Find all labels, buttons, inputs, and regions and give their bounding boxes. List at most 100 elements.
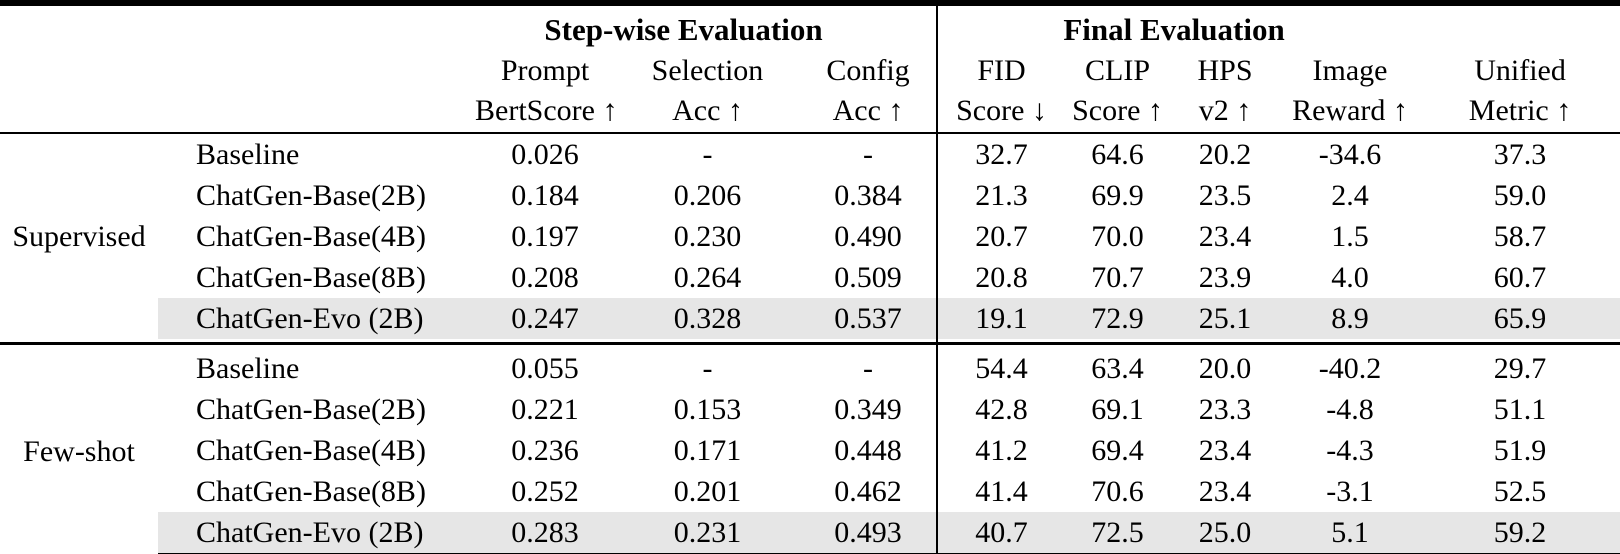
metric-value: 0.153 [673,392,742,426]
metric-value: 23.4 [1198,219,1252,253]
metric-value: 20.8 [936,257,1066,298]
table-row: Few-shot Baseline 0.055 - - 54.4 63.4 20… [0,348,1620,468]
model-name: Baseline [196,137,300,171]
metric-value: 0.448 [834,433,902,467]
column-header-line1: Unified [1474,54,1566,87]
metric-value: 4.0 [1331,260,1369,294]
metric-value: 41.2 [936,430,1066,471]
section-divider-line [0,339,938,348]
metric-value: 51.1 [1493,392,1547,426]
model-name: ChatGen-Evo (2B) [158,512,475,554]
metric-value: 0.349 [834,392,902,426]
group-label-supervised: Supervised [12,219,146,253]
metric-value: -3.1 [1326,474,1374,508]
metric-value: 70.6 [1091,474,1144,508]
metric-value: - [702,351,713,385]
table-row: ChatGen-Base(8B) 0.208 0.264 0.509 20.8 … [0,257,1620,298]
metric-value: 0.537 [800,298,938,339]
metric-value: 19.1 [936,298,1066,339]
metric-value: 0.462 [834,474,902,508]
metric-value: 0.247 [475,298,615,339]
metric-value: -4.3 [1326,433,1374,467]
column-header-line1: HPS [1197,54,1253,87]
metric-value: 1.5 [1331,219,1369,253]
column-header-line2: v2 ↑ [1198,94,1252,127]
table-row: ChatGen-Base(8B) 0.252 0.201 0.462 41.4 … [0,471,1620,512]
metric-value: 69.1 [1091,392,1144,426]
metric-value: 0.184 [511,178,579,212]
metric-value: 0.384 [834,178,902,212]
metric-value: 70.7 [1091,260,1144,294]
metric-value: 0.252 [511,474,579,508]
column-header-line1: Selection [651,54,764,87]
metric-value: 23.4 [1198,433,1252,467]
metric-value: 23.4 [1198,474,1252,508]
metric-value: 25.1 [1170,298,1281,339]
column-header-hps-v2: HPS v2 ↑ [1170,50,1281,134]
table-row: ChatGen-Base(4B) 0.236 0.171 0.448 41.2 … [0,430,1620,471]
column-header-line1: CLIP [1085,54,1151,87]
metric-value: 0.171 [673,433,742,467]
metric-value: 0.283 [475,512,615,554]
column-header-line1: Image [1312,54,1388,87]
metric-value: 25.0 [1170,512,1281,554]
column-header-row: Prompt BertScore ↑ Selection Acc ↑ Confi… [0,50,1620,134]
metric-value: 54.4 [936,348,1066,389]
metric-value: 20.7 [936,216,1066,257]
metric-value: - [863,351,873,385]
column-header-line2: Acc ↑ [832,94,904,127]
column-header-line2: BertScore ↑ [475,94,615,127]
metric-value: 0.197 [511,219,579,253]
metric-value: 2.4 [1331,178,1369,212]
metric-value: 64.6 [1091,137,1144,171]
metric-value: 0.026 [511,137,579,171]
model-name: ChatGen-Base(2B) [196,392,426,426]
metric-value: 52.5 [1493,474,1547,508]
metric-value: 20.2 [1198,137,1252,171]
metric-value: 59.2 [1420,512,1620,554]
column-header-line1: Config [826,54,910,87]
metric-value: 0.264 [673,260,742,294]
column-header-line1: Prompt [500,54,590,87]
metric-value: 70.0 [1091,219,1144,253]
metric-value: 0.328 [615,298,800,339]
metric-value: 69.4 [1091,433,1144,467]
metric-value: 72.5 [1065,512,1171,554]
metric-value: 32.7 [936,133,1066,175]
metric-value: 0.236 [511,433,579,467]
metric-value: 69.9 [1091,178,1144,212]
column-header-line1: FID [977,54,1026,87]
column-header-clip-score: CLIP Score ↑ [1065,50,1171,134]
metric-value: 58.7 [1493,219,1547,253]
model-name: Baseline [196,351,300,385]
metric-value: 0.231 [615,512,800,554]
header-spacer [158,50,475,134]
metric-value: 23.3 [1198,392,1252,426]
model-name: ChatGen-Base(4B) [196,433,426,467]
metric-value: 51.9 [1493,433,1547,467]
final-evaluation-header: Final Evaluation [936,3,1620,50]
section-divider [0,339,1620,348]
model-name: ChatGen-Base(4B) [196,219,426,253]
metric-value: 8.9 [1280,298,1421,339]
column-header-fid-score: FID Score ↓ [936,50,1066,134]
metric-value: 63.4 [1091,351,1144,385]
metric-value: 59.0 [1493,178,1547,212]
stepwise-evaluation-header: Step-wise Evaluation [544,12,823,47]
metric-value: 72.9 [1065,298,1171,339]
header-spacer [0,50,158,134]
metric-value: 41.4 [936,471,1066,512]
metric-value: 0.221 [511,392,579,426]
table-row-highlighted: ChatGen-Evo (2B) 0.283 0.231 0.493 40.7 … [0,512,1620,554]
metric-value: 23.9 [1198,260,1252,294]
metric-value: 0.509 [834,260,902,294]
metric-value: 0.208 [511,260,579,294]
metric-value: 5.1 [1280,512,1421,554]
metric-value: 29.7 [1493,351,1547,385]
column-header-prompt-bertscore: Prompt BertScore ↑ [475,50,615,134]
column-header-line2: Acc ↑ [672,94,743,127]
metric-value: 21.3 [936,175,1066,216]
metric-value: -34.6 [1318,137,1382,171]
table-row: ChatGen-Base(2B) 0.221 0.153 0.349 42.8 … [0,389,1620,430]
